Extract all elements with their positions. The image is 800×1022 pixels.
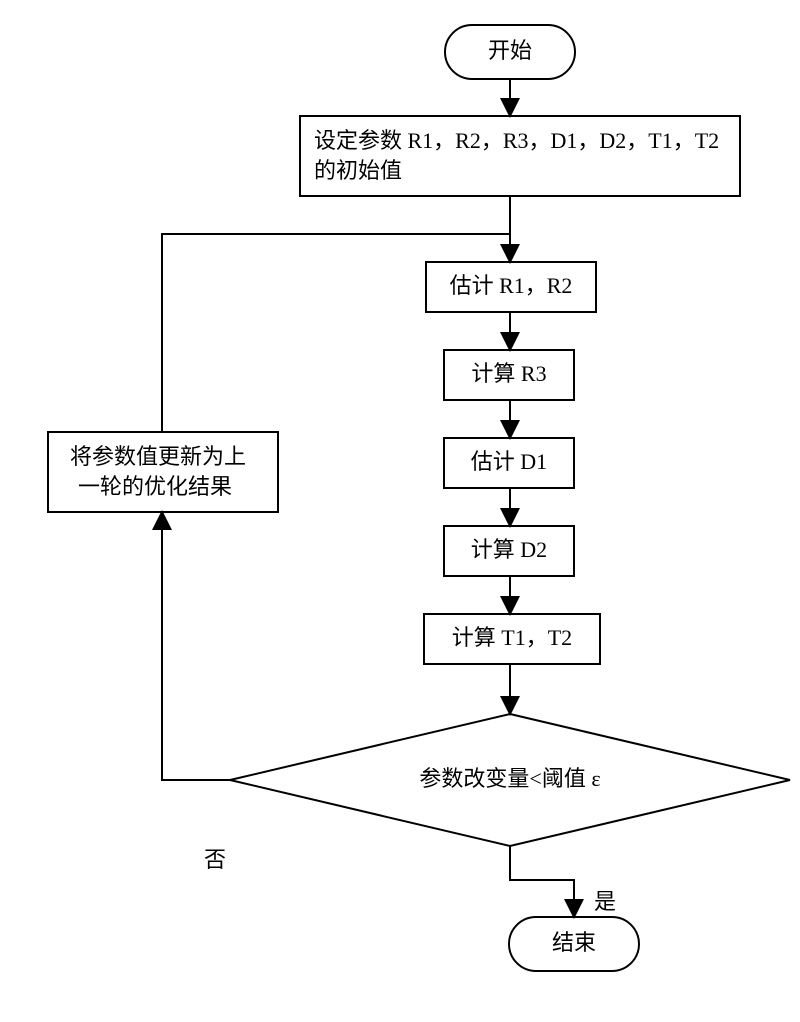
svg-text:设定参数 R1，R2，R3，D1，D2，T1，T2: 设定参数 R1，R2，R3，D1，D2，T1，T2 <box>314 128 719 153</box>
node-calcT1T2: 计算 T1，T2 <box>424 614 600 664</box>
svg-text:的初始值: 的初始值 <box>314 158 402 183</box>
svg-text:参数改变量<阈值 ε: 参数改变量<阈值 ε <box>419 766 600 791</box>
node-estR1R2: 估计 R1，R2 <box>426 262 596 312</box>
node-decision: 参数改变量<阈值 ε <box>230 714 790 846</box>
label-yes: 是 <box>594 889 616 914</box>
svg-text:计算 D2: 计算 D2 <box>471 537 547 562</box>
svg-text:估计 R1，R2: 估计 R1，R2 <box>450 273 573 298</box>
edge-7 <box>162 512 230 780</box>
label-no: 否 <box>204 847 226 872</box>
node-estD1: 估计 D1 <box>444 438 574 488</box>
node-start: 开始 <box>445 25 575 79</box>
svg-text:一轮的优化结果: 一轮的优化结果 <box>78 474 232 499</box>
node-calcD2: 计算 D2 <box>444 526 574 576</box>
node-init: 设定参数 R1，R2，R3，D1，D2，T1，T2 的初始值 <box>300 116 740 196</box>
edge-9 <box>510 846 574 917</box>
edge-8 <box>162 234 510 432</box>
node-calcR3: 计算 R3 <box>444 350 574 400</box>
svg-text:估计 D1: 估计 D1 <box>471 449 547 474</box>
svg-text:将参数值更新为上: 将参数值更新为上 <box>70 444 246 469</box>
svg-text:结束: 结束 <box>552 930 596 955</box>
svg-text:计算 R3: 计算 R3 <box>471 361 546 386</box>
svg-text:计算 T1，T2: 计算 T1，T2 <box>452 625 572 650</box>
node-end: 结束 <box>509 917 639 971</box>
svg-text:开始: 开始 <box>488 38 532 63</box>
node-update: 将参数值更新为上一轮的优化结果 <box>48 432 278 512</box>
